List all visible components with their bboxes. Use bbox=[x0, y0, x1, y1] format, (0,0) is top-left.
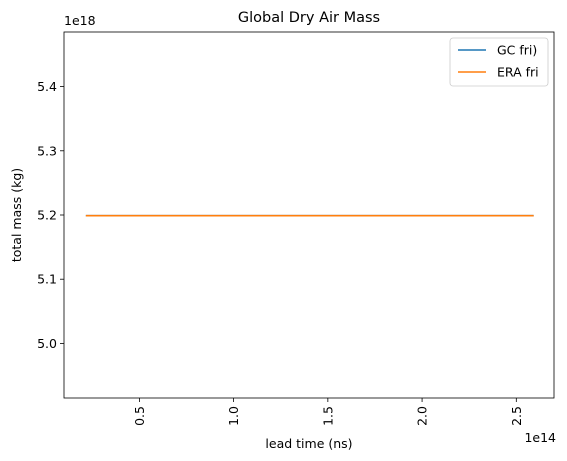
y-tick-label: 5.2 bbox=[37, 208, 57, 223]
legend-label-gc: GC fri) bbox=[497, 43, 537, 58]
y-tick-label: 5.0 bbox=[37, 336, 57, 351]
legend-label-era: ERA fri bbox=[497, 65, 539, 80]
y-offset-label: 1e18 bbox=[64, 13, 96, 28]
x-offset-label: 1e14 bbox=[524, 430, 556, 445]
x-tick-label: 2.0 bbox=[415, 406, 430, 426]
x-tick-label: 1.0 bbox=[226, 406, 241, 426]
plot-frame bbox=[63, 31, 555, 399]
legend: GC fri) ERA fri bbox=[449, 37, 549, 87]
x-tick-label: 0.5 bbox=[132, 406, 147, 426]
y-axis-ticks: 5.0 5.1 5.2 5.3 5.4 bbox=[37, 79, 64, 351]
y-tick-label: 5.4 bbox=[37, 79, 57, 94]
y-axis-label: total mass (kg) bbox=[9, 168, 24, 262]
y-tick-label: 5.1 bbox=[37, 272, 57, 287]
x-axis-label: lead time (ns) bbox=[265, 436, 352, 451]
x-tick-label: 2.5 bbox=[509, 406, 524, 426]
y-tick-label: 5.3 bbox=[37, 143, 57, 158]
chart-title: Global Dry Air Mass bbox=[238, 10, 380, 26]
x-tick-label: 1.5 bbox=[320, 406, 335, 426]
x-axis-ticks: 0.5 1.0 1.5 2.0 2.5 bbox=[132, 398, 524, 426]
